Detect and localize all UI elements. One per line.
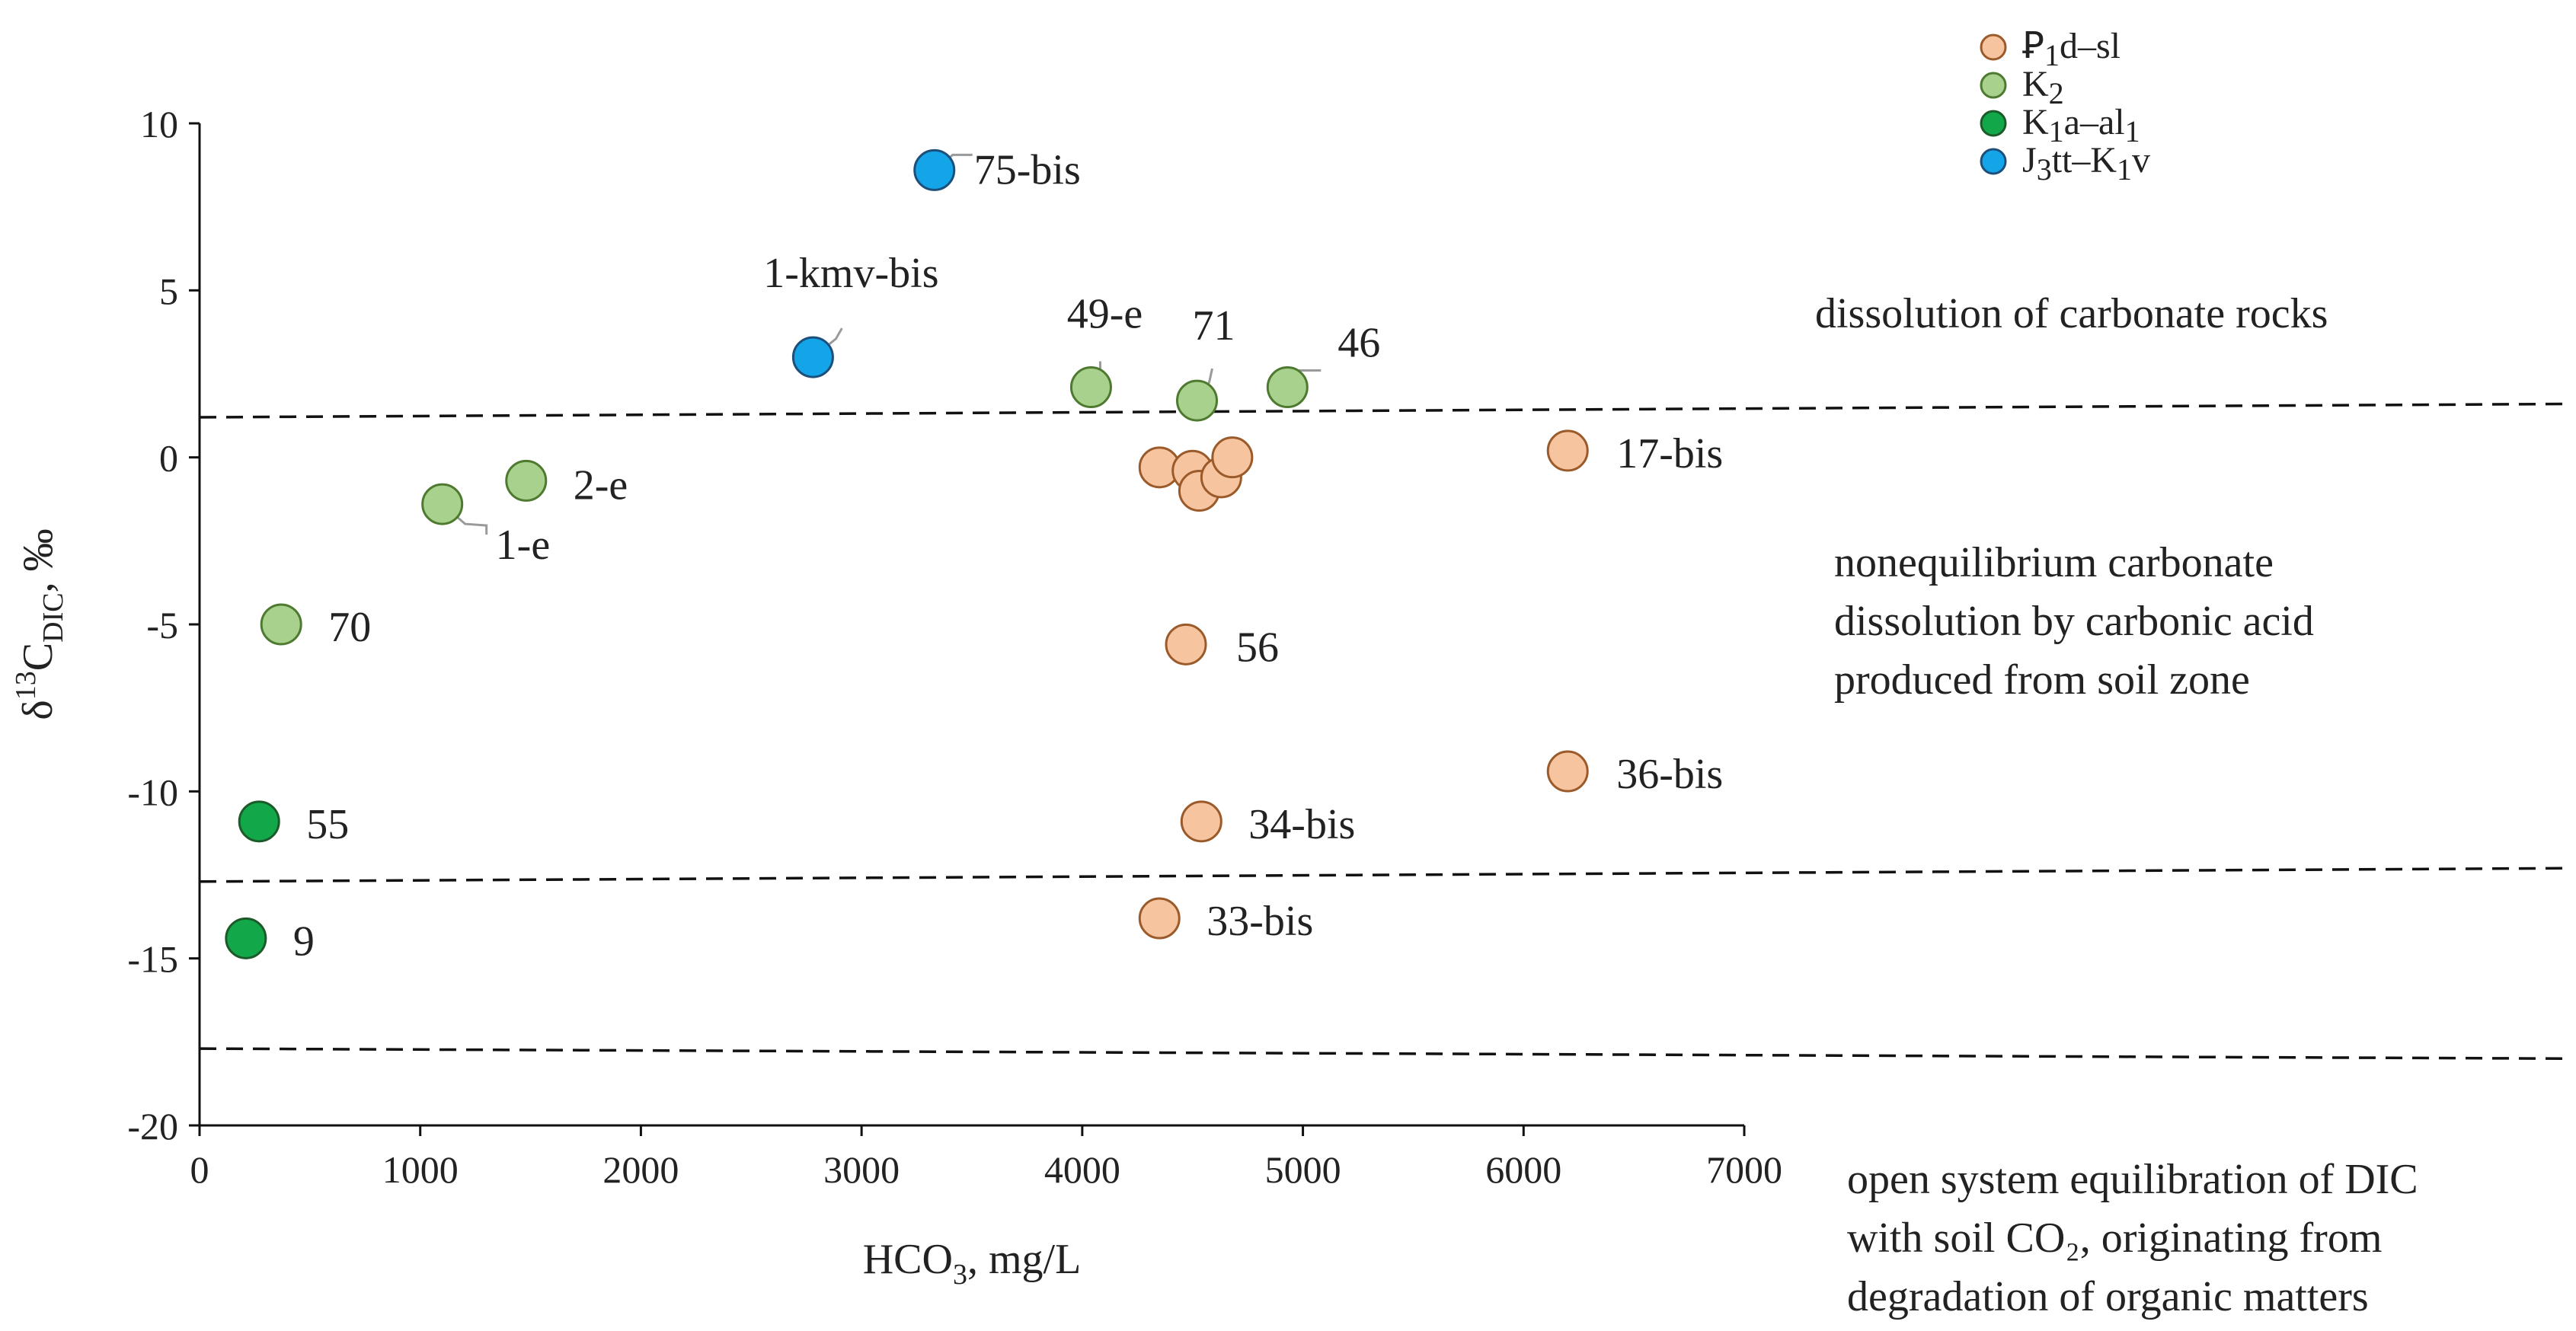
y-axis-title-prefix: δ — [14, 700, 62, 720]
data-point-75-bis — [913, 148, 956, 191]
zone-boundary-lines — [199, 402, 2571, 1061]
legend-label-2: K2 — [2022, 64, 2064, 110]
legend-label-part: tt–K — [2052, 140, 2117, 180]
y-axis-title-main: C — [14, 643, 62, 671]
legend-marker-3 — [1980, 110, 2007, 137]
point-label-75-bis: 75-bis — [974, 146, 1081, 193]
y-axis-title-sup: 13 — [10, 671, 42, 700]
axis-titles: HCO3, mg/L δ13CDIC, ‰ — [10, 528, 1081, 1291]
point-label-70: 70 — [328, 604, 371, 651]
point-label-56: 56 — [1236, 624, 1279, 671]
point-label-36-bis: 36-bis — [1616, 751, 1723, 798]
data-point-2-e — [505, 459, 548, 502]
y-tick-label: -20 — [127, 1105, 178, 1147]
x-axis-title-main: HCO — [863, 1236, 953, 1283]
point-label-46: 46 — [1338, 320, 1380, 367]
point-label-17-bis: 17-bis — [1616, 430, 1723, 477]
point-label-34-bis: 34-bis — [1248, 801, 1355, 848]
legend-marker-2 — [1980, 72, 2007, 99]
y-tick-label: -5 — [146, 604, 178, 646]
y-tick-label: -10 — [127, 771, 178, 813]
point-label-2-e: 2-e — [574, 461, 628, 509]
zone-annotation-2-line-1: nonequilibrium carbonate — [1834, 539, 2274, 586]
legend-label-1: Ꝑ1d–sl — [2022, 26, 2121, 72]
data-point-33-bis — [1138, 897, 1181, 940]
data-point-36-bis — [1546, 750, 1589, 793]
zone-annotations: dissolution of carbonate rocks nonequilib… — [1815, 290, 2418, 1320]
point-label-71: 71 — [1193, 302, 1235, 350]
data-point-46 — [1266, 366, 1309, 409]
data-point-70 — [260, 603, 302, 646]
legend-label-part: 1 — [2049, 114, 2064, 148]
point-labels: 17-bis 56 36-bis 34-bis 33-bis 49-e 71 46 2-e 1-e… — [293, 146, 1723, 965]
legend-label-part: 1 — [2117, 152, 2132, 187]
zone-annotation-2-line-3: produced from soil zone — [1834, 656, 2250, 704]
legend-label-part: K — [2022, 102, 2049, 142]
legend-label-4: J3tt–K1v — [2022, 140, 2150, 187]
legend-label-3: K1a–al1 — [2022, 102, 2140, 148]
zone-annotation-3-line-2: with soil CO₂, originating from — [1847, 1214, 2382, 1262]
zone-annotation-2-line-2: dissolution by carbonic acid — [1834, 598, 2314, 645]
data-point-49-e — [1069, 366, 1112, 409]
point-label-1-kmv-bis: 1-kmv-bis — [763, 250, 938, 297]
x-tick-label: 6000 — [1485, 1148, 1561, 1191]
data-point-9 — [225, 917, 267, 959]
boundary-line-1 — [199, 402, 2571, 419]
y-tick-label: 5 — [159, 270, 178, 312]
zone-annotation-3-line-1: open system equilibration of DIC — [1847, 1156, 2418, 1203]
zone-annotation-3-line-3: degradation of organic matters — [1847, 1273, 2369, 1320]
point-label-9: 9 — [293, 918, 315, 965]
x-axis-title: HCO3, mg/L — [863, 1236, 1082, 1291]
x-tick-label: 3000 — [823, 1148, 900, 1191]
data-point-17-bis — [1546, 429, 1589, 472]
y-axis-title: δ13CDIC, ‰ — [10, 528, 69, 720]
legend-label-part: v — [2132, 140, 2150, 180]
legend-label-part: 3 — [2037, 152, 2052, 187]
legend-label-part: a–al — [2064, 102, 2125, 142]
data-point-s0-5 — [1211, 436, 1254, 479]
legend-marker-4 — [1980, 148, 2007, 175]
legend-label-part: J — [2022, 140, 2037, 180]
y-tick-label: 10 — [140, 103, 178, 145]
legend-marker-1 — [1980, 34, 2007, 61]
y-tick-label: 0 — [159, 437, 178, 480]
x-tick-label: 2000 — [602, 1148, 679, 1191]
point-label-55: 55 — [306, 801, 349, 848]
boundary-line-2 — [199, 867, 2571, 883]
data-point-34-bis — [1180, 800, 1222, 843]
data-point-55 — [238, 800, 280, 843]
legend-label-part: 1 — [2125, 114, 2140, 148]
x-axis-title-sub: 3 — [953, 1259, 967, 1291]
data-point-1-kmv-bis — [791, 336, 834, 378]
legend-label-part: 2 — [2049, 76, 2064, 110]
axes: 0 1000 2000 3000 4000 5000 6000 7000 10 5 0 -5 -10 -1… — [127, 103, 1782, 1191]
boundary-line-3 — [199, 1047, 2571, 1061]
data-point-1-e — [421, 483, 464, 525]
point-label-1-e: 1-e — [496, 522, 551, 569]
legend-label-part: K — [2022, 64, 2049, 104]
data-points — [225, 148, 1589, 959]
y-tick-label: -15 — [127, 938, 178, 981]
data-point-56 — [1165, 623, 1207, 666]
zone-annotation-1-line-1: dissolution of carbonate rocks — [1815, 290, 2328, 337]
data-point-71 — [1176, 379, 1219, 422]
x-tick-label: 0 — [190, 1148, 209, 1191]
point-label-49-e: 49-e — [1067, 291, 1143, 338]
x-tick-label: 7000 — [1706, 1148, 1782, 1191]
x-tick-label: 1000 — [382, 1148, 459, 1191]
x-tick-label: 5000 — [1265, 1148, 1341, 1191]
y-axis-title-sub: DIC — [37, 592, 69, 642]
legend-label-part: 1 — [2044, 38, 2060, 72]
x-tick-label: 4000 — [1044, 1148, 1120, 1191]
y-axis-title-suffix: , ‰ — [14, 528, 62, 592]
legend-label-part: Ꝑ — [2022, 26, 2044, 66]
point-label-33-bis: 33-bis — [1207, 898, 1313, 945]
x-axis-title-suffix: , mg/L — [967, 1236, 1081, 1283]
legend-label-part: d–sl — [2060, 26, 2121, 66]
